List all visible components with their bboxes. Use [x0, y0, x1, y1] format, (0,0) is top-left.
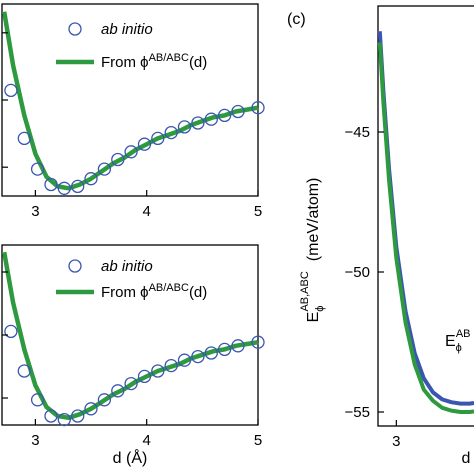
- data-point-ab-initio: [217, 108, 232, 123]
- data-point-ab-initio: [164, 358, 178, 373]
- data-point-ab-initio: [17, 131, 31, 146]
- data-point-ab-initio: [124, 376, 138, 391]
- x-tick-label: 5: [254, 203, 262, 220]
- data-point-ab-initio: [124, 145, 138, 159]
- legend-bottom-left: ab initio From ϕAB/ABC(d): [56, 258, 207, 301]
- axes-frame-right: [377, 5, 474, 427]
- data-point-ab-initio: [137, 369, 152, 384]
- data-point-ab-initio: [231, 104, 245, 119]
- x-axis-label-bottom-left: d (Å): [113, 448, 148, 467]
- x-tick-label: 3: [392, 433, 400, 450]
- x-tick-label: 3: [31, 432, 39, 449]
- legend-label-from: From ϕAB/ABC(d): [101, 52, 207, 71]
- panel-right: (c) −45 −50 −55 3 d EϕAB,ABC(meV/atom) EϕA…: [287, 5, 474, 467]
- legend-label-ab-initio: ab initio: [101, 258, 153, 275]
- data-point-ab-initio: [4, 324, 18, 339]
- x-tick-label: 4: [143, 203, 151, 220]
- legend-marker-circle: [68, 259, 82, 273]
- series-line-green: [377, 42, 474, 414]
- panel-label-c: (c): [287, 11, 306, 28]
- series-line-fit: [1, 11, 259, 191]
- plot-area-top-left: [1, 11, 265, 195]
- data-point-ab-initio: [30, 393, 45, 407]
- data-point-ab-initio: [111, 152, 125, 167]
- plot-area-right: [377, 31, 474, 414]
- data-point-ab-initio: [191, 116, 205, 130]
- data-point-ab-initio: [204, 346, 218, 360]
- data-point-ab-initio: [177, 120, 192, 134]
- data-point-ab-initio: [137, 137, 152, 151]
- data-point-ab-initio: [84, 172, 98, 186]
- legend-label-ab-initio: ab initio: [101, 21, 153, 38]
- data-point-ab-initio: [84, 402, 98, 416]
- data-point-ab-initio: [217, 342, 232, 357]
- data-point-ab-initio: [204, 112, 218, 126]
- data-point-ab-initio: [151, 364, 165, 378]
- y-tick-label: −45: [345, 124, 370, 141]
- data-point-ab-initio: [231, 339, 245, 353]
- data-point-ab-initio: [17, 364, 31, 378]
- y-tick-label: −50: [345, 264, 370, 281]
- data-point-ab-initio: [97, 162, 112, 176]
- x-ticks-top-left: 3 4 5: [2, 32, 262, 220]
- data-point-ab-initio: [97, 393, 112, 407]
- x-tick-label: 5: [254, 432, 262, 449]
- y-tick-label: −55: [345, 404, 370, 421]
- panel-top-left: 3 4 5 ab initio From ϕAB/ABC(d): [1, 3, 265, 220]
- data-point-ab-initio: [71, 179, 85, 194]
- legend-marker-circle: [68, 22, 82, 36]
- data-point-ab-initio: [71, 409, 85, 423]
- data-point-ab-initio: [164, 125, 178, 140]
- data-point-ab-initio: [151, 131, 165, 146]
- x-ticks-bottom-left: 3 4 5: [2, 271, 262, 449]
- data-point-ab-initio: [111, 384, 125, 398]
- data-point-ab-initio: [251, 101, 265, 115]
- data-point-ab-initio: [251, 335, 265, 349]
- data-point-ab-initio: [4, 83, 18, 98]
- data-point-ab-initio: [191, 349, 205, 364]
- x-tick-label: 3: [31, 203, 39, 220]
- x-ticks-right: 3: [392, 420, 401, 450]
- y-axis-label-right: EϕAB,ABC(meV/atom): [299, 178, 326, 323]
- legend-top-left: ab initio From ϕAB/ABC(d): [56, 21, 207, 71]
- x-tick-label: 4: [143, 432, 151, 449]
- data-point-ab-initio: [57, 181, 71, 195]
- data-point-ab-initio: [177, 353, 192, 367]
- data-point-ab-initio: [44, 177, 58, 192]
- y-ticks-right: −45 −50 −55: [345, 124, 384, 421]
- data-point-ab-initio: [44, 409, 58, 423]
- plot-area-bottom-left: [1, 251, 265, 427]
- x-axis-label-right: d: [462, 450, 471, 467]
- curve-annotation: EϕAB: [445, 328, 471, 354]
- panel-bottom-left: 3 4 5 d (Å) ab initio From ϕAB/ABC(d): [1, 244, 265, 467]
- legend-label-from: From ϕAB/ABC(d): [101, 282, 207, 301]
- data-point-ab-initio: [30, 162, 45, 176]
- data-point-ab-initio: [57, 412, 71, 427]
- series-line-fit: [1, 251, 259, 421]
